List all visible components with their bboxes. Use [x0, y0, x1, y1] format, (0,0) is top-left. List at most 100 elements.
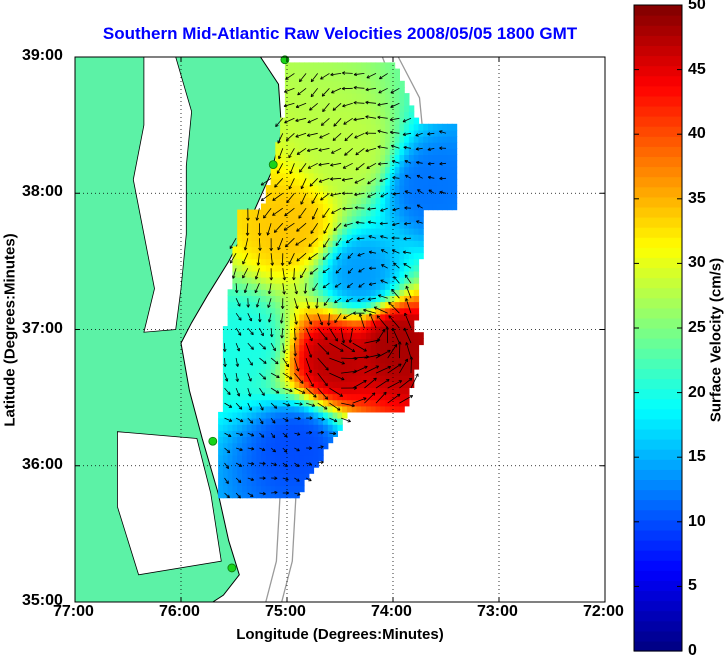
velocity-cell — [352, 142, 357, 149]
velocity-cell — [390, 375, 395, 382]
velocity-cell — [232, 332, 237, 339]
velocity-cell — [385, 93, 390, 100]
velocity-cell — [280, 486, 285, 493]
velocity-cell — [314, 154, 319, 161]
velocity-cell — [366, 105, 371, 112]
velocity-cell — [232, 479, 237, 486]
velocity-cell — [266, 326, 271, 333]
velocity-cell — [275, 430, 280, 437]
velocity-cell — [261, 234, 266, 241]
arrow-head — [287, 406, 290, 407]
velocity-cell — [223, 455, 228, 462]
velocity-cell — [385, 105, 390, 112]
colorbar-segment — [634, 399, 682, 410]
velocity-cell — [318, 112, 323, 119]
velocity-cell — [399, 320, 404, 327]
velocity-cell — [356, 302, 361, 309]
velocity-cell — [333, 130, 338, 137]
velocity-cell — [380, 228, 385, 235]
velocity-cell — [442, 185, 447, 192]
velocity-cell — [371, 240, 376, 247]
velocity-cell — [356, 394, 361, 401]
velocity-cell — [342, 124, 347, 131]
velocity-cell — [223, 400, 228, 407]
velocity-cell — [309, 375, 314, 382]
velocity-cell — [414, 351, 419, 358]
velocity-cell — [418, 136, 423, 143]
velocity-cell — [323, 424, 328, 431]
velocity-cell — [447, 154, 452, 161]
velocity-cell — [414, 234, 419, 241]
velocity-cell — [294, 253, 299, 260]
velocity-cell — [290, 314, 295, 321]
velocity-cell — [232, 381, 237, 388]
velocity-cell — [323, 173, 328, 180]
velocity-cell — [228, 473, 233, 480]
velocity-cell — [304, 351, 309, 358]
velocity-cell — [333, 412, 338, 419]
velocity-cell — [333, 167, 338, 174]
velocity-cell — [299, 424, 304, 431]
velocity-cell — [290, 124, 295, 131]
velocity-cell — [433, 154, 438, 161]
velocity-cell — [376, 105, 381, 112]
velocity-cell — [442, 197, 447, 204]
velocity-cell — [218, 437, 223, 444]
velocity-cell — [404, 93, 409, 100]
velocity-cell — [261, 259, 266, 266]
colorbar-segment — [634, 106, 682, 117]
velocity-cell — [271, 283, 276, 290]
velocity-cell — [328, 142, 333, 149]
velocity-cell — [390, 338, 395, 345]
velocity-cell — [328, 228, 333, 235]
velocity-cell — [228, 308, 233, 315]
velocity-cell — [423, 161, 428, 168]
velocity-cell — [318, 185, 323, 192]
velocity-cell — [323, 345, 328, 352]
velocity-cell — [337, 369, 342, 376]
velocity-cell — [337, 246, 342, 253]
velocity-cell — [299, 345, 304, 352]
colorbar-segment — [634, 76, 682, 87]
velocity-cell — [294, 437, 299, 444]
colorbar-tick-label: 15 — [688, 448, 706, 466]
velocity-cell — [290, 81, 295, 88]
velocity-cell — [328, 259, 333, 266]
colorbar-segment — [634, 459, 682, 470]
velocity-cell — [290, 93, 295, 100]
velocity-cell — [371, 357, 376, 364]
colorbar-tick-label: 20 — [688, 384, 706, 402]
velocity-cell — [228, 369, 233, 376]
velocity-cell — [452, 204, 457, 211]
velocity-cell — [294, 167, 299, 174]
colorbar-segment — [634, 580, 682, 591]
velocity-cell — [323, 204, 328, 211]
velocity-cell — [333, 93, 338, 100]
velocity-cell — [452, 185, 457, 192]
velocity-cell — [399, 253, 404, 260]
velocity-cell — [328, 412, 333, 419]
velocity-cell — [280, 467, 285, 474]
velocity-cell — [252, 326, 257, 333]
velocity-cell — [337, 191, 342, 198]
velocity-cell — [380, 253, 385, 260]
velocity-cell — [390, 253, 395, 260]
velocity-cell — [380, 345, 385, 352]
velocity-cell — [314, 437, 319, 444]
velocity-cell — [347, 93, 352, 100]
velocity-cell — [433, 197, 438, 204]
velocity-cell — [290, 369, 295, 376]
velocity-cell — [261, 277, 266, 284]
velocity-cell — [395, 81, 400, 88]
velocity-cell — [342, 185, 347, 192]
velocity-cell — [433, 124, 438, 131]
colorbar-tick-label: 0 — [688, 642, 697, 660]
velocity-cell — [380, 154, 385, 161]
velocity-cell — [385, 289, 390, 296]
velocity-cell — [290, 332, 295, 339]
velocity-cell — [337, 69, 342, 76]
velocity-cell — [404, 197, 409, 204]
velocity-cell — [266, 234, 271, 241]
velocity-cell — [399, 283, 404, 290]
velocity-cell — [299, 259, 304, 266]
